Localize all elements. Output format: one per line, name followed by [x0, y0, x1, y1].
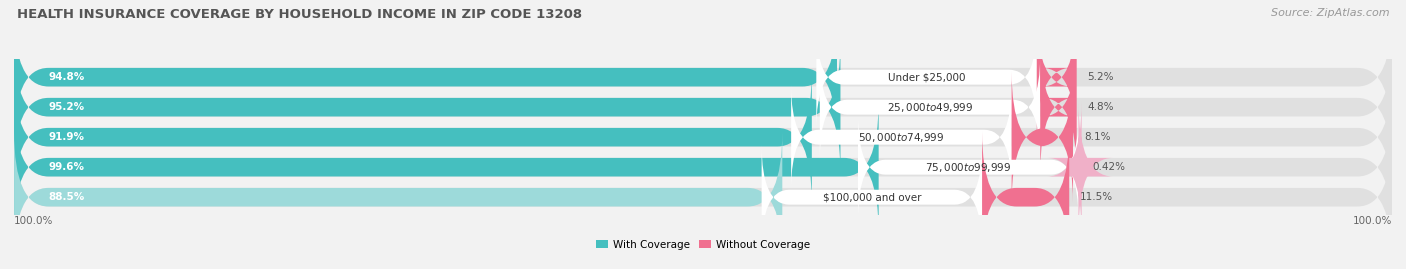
- FancyBboxPatch shape: [14, 72, 1392, 203]
- FancyBboxPatch shape: [14, 41, 841, 173]
- FancyBboxPatch shape: [14, 132, 782, 263]
- Text: Under $25,000: Under $25,000: [887, 72, 966, 82]
- Text: $100,000 and over: $100,000 and over: [823, 192, 921, 202]
- FancyBboxPatch shape: [858, 115, 1078, 220]
- Text: 91.9%: 91.9%: [48, 132, 84, 142]
- Text: 4.8%: 4.8%: [1088, 102, 1114, 112]
- FancyBboxPatch shape: [14, 132, 1392, 263]
- FancyBboxPatch shape: [1047, 101, 1114, 233]
- Text: 8.1%: 8.1%: [1084, 132, 1111, 142]
- FancyBboxPatch shape: [14, 101, 879, 233]
- FancyBboxPatch shape: [820, 55, 1040, 160]
- Text: 95.2%: 95.2%: [48, 102, 84, 112]
- FancyBboxPatch shape: [14, 41, 1392, 173]
- Legend: With Coverage, Without Coverage: With Coverage, Without Coverage: [592, 235, 814, 254]
- FancyBboxPatch shape: [981, 132, 1069, 263]
- Text: 11.5%: 11.5%: [1080, 192, 1114, 202]
- Text: $75,000 to $99,999: $75,000 to $99,999: [925, 161, 1011, 174]
- Text: 5.2%: 5.2%: [1087, 72, 1114, 82]
- FancyBboxPatch shape: [14, 12, 1392, 143]
- FancyBboxPatch shape: [1011, 72, 1073, 203]
- FancyBboxPatch shape: [14, 12, 837, 143]
- Text: 100.0%: 100.0%: [1353, 216, 1392, 226]
- Text: $50,000 to $74,999: $50,000 to $74,999: [858, 131, 945, 144]
- Text: 100.0%: 100.0%: [14, 216, 53, 226]
- Text: HEALTH INSURANCE COVERAGE BY HOUSEHOLD INCOME IN ZIP CODE 13208: HEALTH INSURANCE COVERAGE BY HOUSEHOLD I…: [17, 8, 582, 21]
- Text: Source: ZipAtlas.com: Source: ZipAtlas.com: [1271, 8, 1389, 18]
- Text: 0.42%: 0.42%: [1092, 162, 1126, 172]
- FancyBboxPatch shape: [1036, 12, 1076, 143]
- FancyBboxPatch shape: [792, 85, 1011, 190]
- Text: 88.5%: 88.5%: [48, 192, 84, 202]
- FancyBboxPatch shape: [14, 72, 811, 203]
- FancyBboxPatch shape: [14, 101, 1392, 233]
- Text: 99.6%: 99.6%: [48, 162, 84, 172]
- Text: $25,000 to $49,999: $25,000 to $49,999: [887, 101, 973, 114]
- FancyBboxPatch shape: [817, 25, 1036, 130]
- FancyBboxPatch shape: [762, 145, 981, 250]
- Text: 94.8%: 94.8%: [48, 72, 84, 82]
- FancyBboxPatch shape: [1040, 41, 1077, 173]
